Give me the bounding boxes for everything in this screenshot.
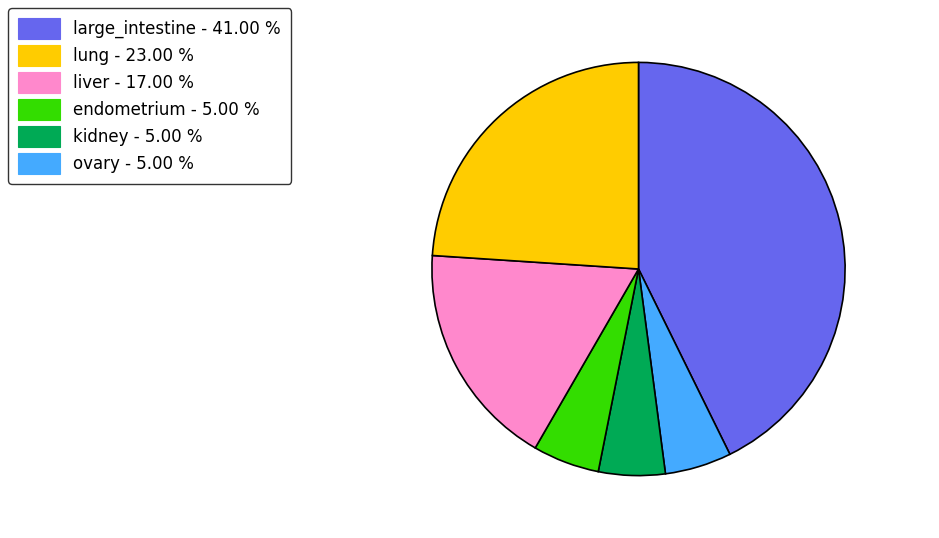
Legend: large_intestine - 41.00 %, lung - 23.00 %, liver - 17.00 %, endometrium - 5.00 %: large_intestine - 41.00 %, lung - 23.00 … — [8, 8, 291, 183]
Wedge shape — [432, 62, 639, 269]
Wedge shape — [432, 256, 639, 448]
Wedge shape — [639, 62, 845, 454]
Wedge shape — [535, 269, 639, 472]
Wedge shape — [598, 269, 666, 476]
Wedge shape — [639, 269, 730, 474]
